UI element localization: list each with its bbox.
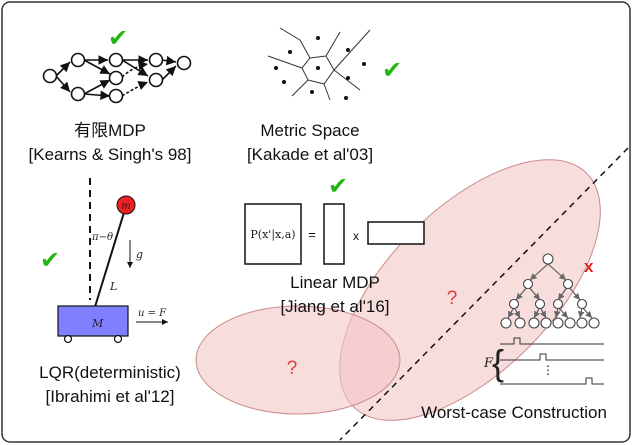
cross-icon: x	[584, 257, 594, 276]
linear-title: Linear MDP	[290, 273, 380, 292]
tabular-title: 有限MDP	[74, 121, 146, 140]
tabular-mdp-graph	[42, 52, 192, 104]
state-node	[108, 52, 124, 68]
state-node	[148, 52, 164, 68]
reward-family	[500, 337, 604, 385]
ellipsis: ⋮	[542, 363, 554, 377]
pendulum-rod	[93, 205, 127, 311]
metric-citation: [Kakade et al'03]	[247, 145, 373, 164]
lqr-title: LQR(deterministic)	[39, 363, 181, 382]
transition-matrix	[244, 203, 302, 265]
state-node	[70, 52, 86, 68]
lqr-citation: [Ibrahimi et al'12]	[46, 387, 175, 406]
mass-label: m	[121, 201, 130, 212]
state-node	[176, 55, 192, 71]
check-icon: ✔	[328, 172, 348, 200]
length-label: L	[109, 280, 117, 293]
tabular-citation: [Kearns & Singh's 98]	[29, 145, 192, 164]
weight-matrix	[367, 221, 425, 245]
transition-matrix-label: P(x'|x,a)	[250, 228, 295, 242]
equals-sign: =	[308, 227, 316, 242]
state-node	[108, 88, 124, 104]
cart-wheel	[63, 334, 73, 344]
state-node	[148, 72, 164, 88]
voronoi-sites	[274, 36, 366, 100]
feature-matrix	[323, 203, 345, 265]
force-label: u = F	[138, 308, 167, 319]
question-mark: ?	[447, 288, 458, 309]
voronoi-diagram	[267, 27, 371, 101]
linear-citation: [Jiang et al'16]	[280, 297, 389, 316]
question-mark: ?	[287, 358, 298, 379]
cart-label: M	[91, 317, 104, 330]
pendulum-mass	[116, 195, 136, 215]
check-icon: ✔	[108, 24, 128, 52]
diagonal-divider	[339, 147, 629, 441]
worst-case-title: Worst-case Construction	[421, 403, 607, 422]
times-sign: x	[353, 229, 359, 243]
metric-title: Metric Space	[260, 121, 359, 140]
state-node	[42, 68, 58, 84]
state-node	[108, 70, 124, 86]
check-icon: ✔	[382, 56, 402, 84]
gravity-label: g	[136, 248, 143, 261]
angle-label: π−θ	[91, 232, 113, 243]
lqr-region	[195, 305, 401, 415]
cart-wheel	[113, 334, 123, 344]
family-label: F	[483, 356, 494, 371]
family-brace: {	[492, 342, 504, 383]
state-node	[70, 86, 86, 102]
tree-nodes	[500, 253, 600, 329]
cart-body	[57, 305, 129, 337]
check-icon: ✔	[40, 246, 60, 274]
